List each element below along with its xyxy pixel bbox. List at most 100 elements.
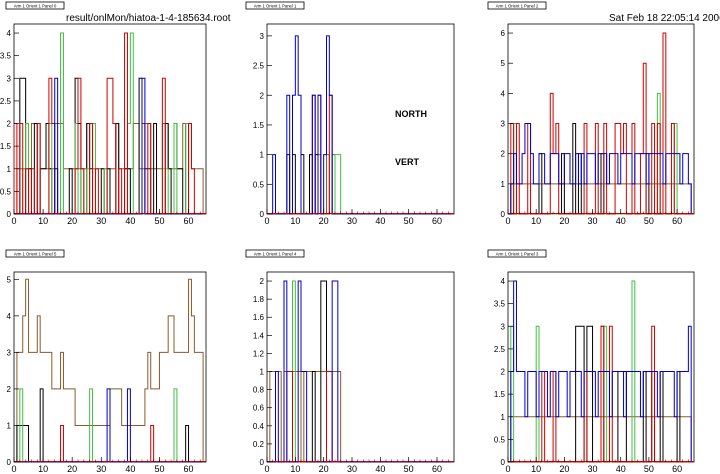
panel-title-box	[487, 249, 547, 258]
x-tick-label: 20	[67, 216, 77, 226]
panel-title-box	[5, 1, 65, 10]
y-tick-label: 0	[7, 210, 12, 219]
y-tick-label: 1.5	[253, 121, 265, 130]
x-tick-label: 0	[505, 216, 510, 226]
annotation-north: NORTH	[395, 109, 427, 119]
panel-1: Arm 1 Orient 1 Panel 1 0 10 20 30 40 50 60 0 0.5 1…	[245, 1, 455, 226]
y-tick-label: 2	[7, 385, 12, 394]
y-tick-label: 1.2	[253, 349, 265, 358]
y-tick-label: 2.5	[494, 345, 506, 354]
series-brown	[508, 416, 692, 463]
y-tick-label: 3	[501, 322, 506, 331]
series-blue	[14, 77, 204, 215]
x-tick-label: 10	[290, 464, 300, 474]
x-tick-label: 20	[319, 464, 329, 474]
y-tick-label: 4	[7, 312, 12, 321]
x-tick-label: 20	[559, 216, 569, 226]
series-red	[14, 424, 204, 463]
y-tick-label: 1	[260, 151, 265, 160]
x-tick-label: 60	[432, 464, 442, 474]
y-tick-label: 0	[7, 458, 12, 467]
x-tick-label: 10	[531, 464, 541, 474]
y-tick-label: 0.2	[253, 440, 265, 449]
panel-2: Arm 1 Orient 1 Panel 2 0 10 20 30 40 50 60 0 1 2 3 4…	[487, 1, 695, 226]
y-tick-label: 2	[260, 277, 265, 286]
y-tick-label: 2	[7, 120, 12, 129]
x-tick-label: 10	[290, 216, 300, 226]
panel-title-box	[487, 1, 547, 10]
x-tick-label: 0	[11, 216, 16, 226]
y-tick-label: 2	[501, 150, 506, 159]
x-tick-label: 30	[347, 464, 357, 474]
y-tick-label: 6	[501, 29, 506, 38]
y-tick-label: 1	[501, 180, 506, 189]
y-tick-label: 1	[260, 368, 265, 377]
y-tick-label: 2	[501, 368, 506, 377]
x-tick-label: 0	[264, 464, 269, 474]
x-tick-label: 20	[319, 216, 329, 226]
series-green	[267, 154, 452, 215]
panel-title: Arm 1 Orient 1 Panel 4	[254, 252, 297, 257]
series-red	[508, 325, 692, 463]
series-red	[508, 32, 692, 215]
panel-title-box	[245, 249, 305, 258]
series-black	[508, 325, 692, 463]
y-tick-label: 0	[501, 210, 506, 219]
y-tick-label: 3	[7, 348, 12, 357]
y-tick-label: 0.8	[253, 386, 265, 395]
x-tick-label: 30	[96, 216, 106, 226]
y-tick-label: 1.6	[253, 313, 265, 322]
series-green	[14, 32, 204, 215]
y-tick-label: 4	[7, 29, 12, 38]
x-tick-label: 30	[588, 464, 598, 474]
series-blue	[508, 280, 692, 463]
y-tick-label: 1.5	[0, 142, 12, 151]
y-tick-label: 0.6	[253, 404, 265, 413]
y-tick-label: 1.5	[494, 390, 506, 399]
x-tick-label: 0	[505, 464, 510, 474]
y-tick-label: 0.5	[494, 435, 506, 444]
y-tick-label: 3.5	[0, 52, 12, 61]
x-tick-label: 40	[375, 216, 385, 226]
x-tick-label: 20	[67, 464, 77, 474]
x-tick-label: 40	[375, 464, 385, 474]
panel-5: Arm 1 Orient 1 Panel 3 0 10 20 30 40 50 60 0 0.5 1…	[487, 249, 695, 474]
y-tick-label: 0.5	[0, 187, 12, 196]
y-tick-label: 2	[260, 91, 265, 100]
x-tick-label: 20	[559, 464, 569, 474]
x-tick-label: 30	[96, 464, 106, 474]
panel-title-box	[245, 1, 305, 10]
series-black	[508, 123, 692, 215]
y-tick-label: 0	[260, 458, 265, 467]
x-tick-label: 30	[588, 216, 598, 226]
y-tick-label: 2.5	[0, 97, 12, 106]
x-tick-label: 30	[347, 216, 357, 226]
y-tick-label: 3.5	[494, 300, 506, 309]
y-tick-label: 0.4	[253, 422, 265, 431]
panel-title-box	[5, 249, 65, 258]
x-tick-label: 60	[672, 464, 682, 474]
x-tick-label: 10	[38, 464, 48, 474]
panel-title: Arm 1 Orient 1 Panel 1	[254, 4, 297, 9]
y-tick-label: 1	[501, 413, 506, 422]
y-tick-label: 5	[501, 59, 506, 68]
x-tick-label: 50	[644, 216, 654, 226]
series-black	[267, 154, 452, 215]
x-tick-label: 50	[644, 464, 654, 474]
annotation-vert: VERT	[395, 157, 420, 167]
series-brown	[14, 278, 204, 463]
panel-4: Arm 1 Orient 1 Panel 4 0 10 20 30 40 50 60 0 0.2 0…	[245, 249, 455, 474]
y-tick-label: 3	[7, 74, 12, 83]
series-brown	[267, 371, 452, 463]
x-tick-label: 60	[184, 464, 194, 474]
x-tick-label: 50	[154, 464, 164, 474]
y-tick-label: 0	[260, 210, 265, 219]
x-tick-label: 0	[264, 216, 269, 226]
series-blue	[267, 35, 452, 215]
x-tick-label: 60	[184, 216, 194, 226]
x-tick-label: 60	[432, 216, 442, 226]
series-black	[14, 77, 204, 215]
x-tick-label: 40	[125, 216, 135, 226]
x-tick-label: 10	[531, 216, 541, 226]
